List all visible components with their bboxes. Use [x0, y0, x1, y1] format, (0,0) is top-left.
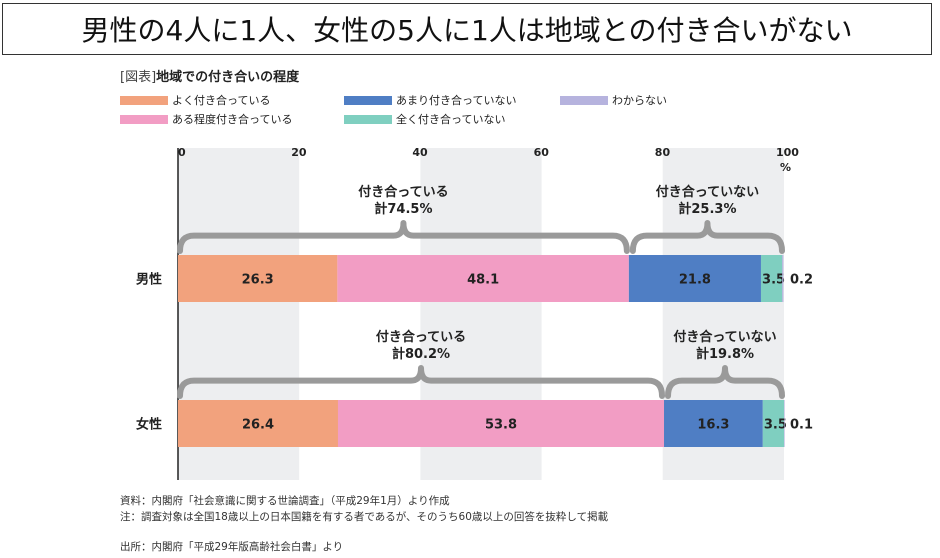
legend-swatch [344, 114, 392, 124]
source-credit: 出所：内閣府「平成29年版高齢社会白書」より [120, 541, 344, 553]
legend-item-somewhat: ある程度付き合っている [120, 111, 292, 127]
x-tick-label: 60 [534, 146, 550, 159]
bar-segment [762, 400, 784, 447]
annotation-total: 計74.5% [374, 201, 432, 217]
data-label: 26.3 [242, 273, 274, 288]
legend-item-unknown: わからない [560, 92, 667, 108]
legend-item-rarely: あまり付き合っていない [344, 92, 516, 108]
x-tick-label: 100 [776, 146, 799, 159]
data-label: 26.4 [242, 418, 274, 433]
x-tick-label: 40 [412, 146, 428, 159]
bar-segment [760, 255, 783, 302]
x-unit-label: % [780, 161, 791, 174]
data-label: 3.5 [764, 418, 787, 433]
figure-title: [図表]地域での付き合いの程度 [120, 66, 299, 85]
data-label: 16.3 [697, 418, 729, 433]
group-brace [665, 365, 785, 399]
chart-legend: よく付き合っている あまり付き合っていない わからない ある程度付き合っている … [120, 92, 720, 132]
annotation-total: 計80.2% [392, 346, 450, 362]
category-label: 男性 [136, 272, 162, 288]
data-label: 0.2 [790, 273, 813, 288]
figure-tag: [図表] [120, 70, 157, 85]
legend-label: ある程度付き合っている [172, 113, 293, 126]
data-label: 21.8 [679, 273, 711, 288]
group-brace [629, 220, 785, 254]
note-remark: 注：調査対象は全国18歳以上の日本国籍を有する者であるが、そのうち60歳以上の回… [120, 511, 609, 523]
data-label: 0.1 [790, 418, 813, 433]
legend-item-often: よく付き合っている [120, 92, 270, 108]
figure-title-text: 地域での付き合いの程度 [156, 70, 300, 85]
annotation-label: 付き合っている [376, 329, 466, 345]
bar-segment [664, 400, 763, 447]
bar-segment [337, 255, 629, 302]
x-tick-label: 0 [178, 146, 186, 159]
bar-segment [337, 400, 665, 447]
legend-label: 全く付き合っていない [396, 113, 506, 126]
note-source: 資料：内閣府「社会意識に関する世論調査」（平成29年1月）より作成 [120, 495, 450, 507]
headline: 男性の4人に1人、女性の5人に1人は地域との付き合いがない [2, 3, 932, 55]
data-label: 48.1 [467, 273, 499, 288]
legend-swatch [344, 95, 392, 105]
category-label: 女性 [136, 417, 162, 433]
annotation-label: 付き合っていない [673, 329, 776, 345]
legend-label: よく付き合っている [172, 94, 271, 107]
bar-segment [178, 400, 338, 447]
x-tick-label: 20 [291, 146, 307, 159]
bar-segment [782, 255, 784, 302]
legend-label: あまり付き合っていない [396, 94, 517, 107]
legend-item-never: 全く付き合っていない [344, 111, 505, 127]
annotation-label: 付き合っていない [656, 184, 759, 200]
legend-swatch [560, 95, 608, 105]
legend-swatch [120, 95, 168, 105]
bar-segment [784, 400, 785, 447]
annotation-label: 付き合っている [358, 184, 448, 200]
x-tick-label: 80 [655, 146, 671, 159]
group-brace [177, 220, 630, 254]
notes: 資料：内閣府「社会意識に関する世論調査」（平成29年1月）より作成 注：調査対象… [120, 493, 608, 525]
annotation-total: 計19.8% [696, 346, 754, 362]
bar-segment [628, 255, 761, 302]
data-label: 53.8 [485, 418, 517, 433]
data-label: 3.5 [762, 273, 785, 288]
legend-label: わからない [612, 94, 667, 107]
bar-segment [178, 255, 338, 302]
annotation-total: 計25.3% [678, 201, 736, 217]
group-brace [177, 365, 666, 399]
legend-swatch [120, 114, 168, 124]
